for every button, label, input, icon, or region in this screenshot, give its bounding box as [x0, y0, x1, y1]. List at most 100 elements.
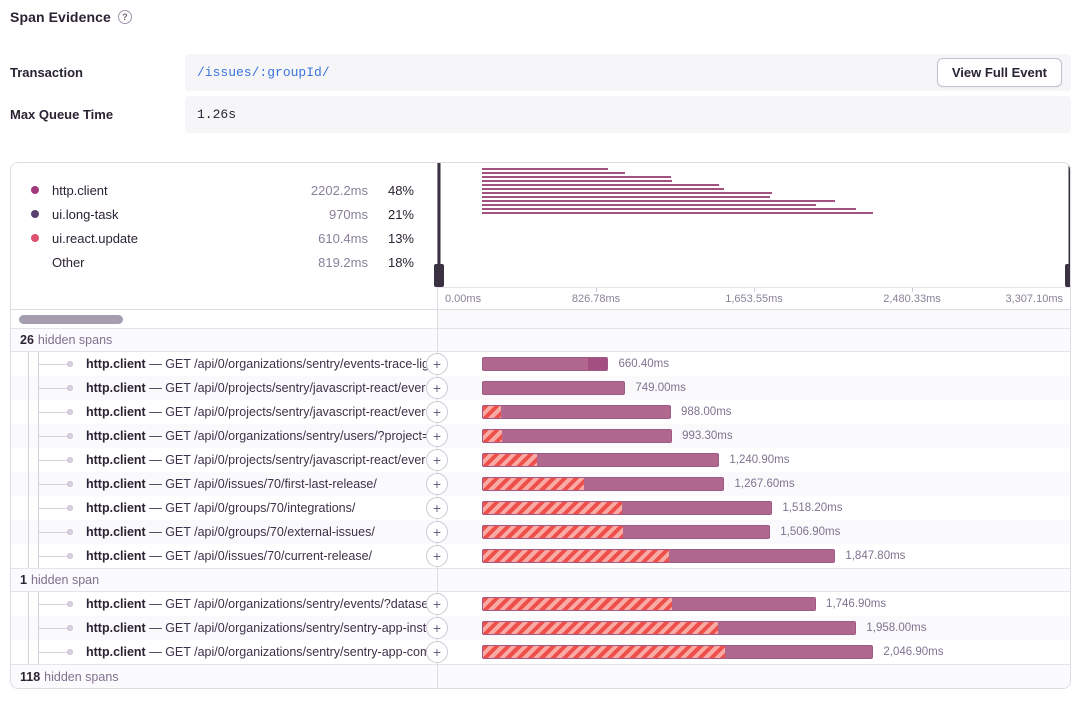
tree-dot	[67, 457, 73, 463]
span-row[interactable]: http.client — GET /api/0/organizations/s…	[11, 592, 1070, 616]
expand-span-button[interactable]: +	[426, 545, 448, 567]
expand-span-button[interactable]: +	[426, 401, 448, 423]
span-duration-bar[interactable]	[482, 453, 720, 467]
legend-color-dot	[31, 186, 39, 194]
minimap-span-bar	[482, 208, 857, 210]
expand-span-button[interactable]: +	[426, 617, 448, 639]
tree-line	[28, 424, 29, 448]
tree-connector	[38, 484, 68, 485]
expand-span-button[interactable]: +	[426, 473, 448, 495]
span-duration-bar[interactable]	[482, 525, 771, 539]
minimap-span-bar	[482, 212, 874, 214]
span-duration-label: 660.40ms	[618, 358, 669, 370]
span-row[interactable]: http.client — GET /api/0/issues/70/curre…	[11, 544, 1070, 568]
expand-span-button[interactable]: +	[426, 377, 448, 399]
span-row[interactable]: http.client — GET /api/0/organizations/s…	[11, 616, 1070, 640]
span-duration-bar[interactable]	[482, 621, 857, 635]
hidden-spans-row[interactable]: 118 hidden spans	[11, 664, 1070, 688]
span-separator: —	[149, 525, 162, 539]
span-duration-label: 993.30ms	[682, 430, 733, 442]
span-bar-hatch	[483, 598, 673, 610]
span-row[interactable]: http.client — GET /api/0/projects/sentry…	[11, 448, 1070, 472]
expand-span-button[interactable]: +	[426, 353, 448, 375]
span-row-right: 988.00ms	[438, 400, 1070, 424]
span-separator: —	[149, 453, 162, 467]
minimap-span-bar	[482, 200, 836, 202]
span-bar-hatch	[483, 406, 501, 418]
span-op: http.client	[86, 453, 146, 467]
span-duration-bar[interactable]	[482, 405, 671, 419]
span-bar-hatch	[483, 550, 670, 562]
op-breakdown-legend: http.client 2202.2ms 48% ui.long-task 97…	[11, 163, 438, 309]
span-row[interactable]: http.client — GET /api/0/projects/sentry…	[11, 376, 1070, 400]
span-duration-bar[interactable]	[482, 597, 817, 611]
span-row[interactable]: http.client — GET /api/0/projects/sentry…	[11, 400, 1070, 424]
horizontal-scrollbar[interactable]	[19, 315, 123, 324]
span-duration-bar[interactable]	[482, 381, 626, 395]
span-duration-bar[interactable]	[482, 357, 609, 371]
span-duration-label: 749.00ms	[635, 382, 686, 394]
max-queue-time-row: Max Queue Time 1.26s	[10, 96, 1071, 133]
span-op: http.client	[86, 525, 146, 539]
span-bar-hatch	[483, 430, 503, 442]
transaction-value-box: /issues/:groupId/ View Full Event	[185, 54, 1071, 91]
legend-op-name: ui.long-task	[52, 206, 119, 222]
hidden-spans-row[interactable]: 26 hidden spans	[11, 328, 1070, 352]
max-queue-time-value-box: 1.26s	[185, 96, 1071, 133]
span-description: GET /api/0/organizations/sentry/users/?p…	[165, 429, 430, 443]
tree-line	[28, 376, 29, 400]
legend-item: Other 819.2ms 18%	[31, 250, 414, 274]
drag-grip[interactable]	[433, 264, 444, 287]
span-duration-bar[interactable]	[482, 549, 836, 563]
expand-span-button[interactable]: +	[426, 641, 448, 663]
span-op: http.client	[86, 405, 146, 419]
span-description: GET /api/0/organizations/sentry/sentry-a…	[165, 621, 427, 635]
span-duration-bar[interactable]	[482, 501, 773, 515]
span-description: GET /api/0/issues/70/current-release/	[165, 549, 372, 563]
span-duration-bar[interactable]	[482, 645, 874, 659]
span-duration-label: 1,240.90ms	[729, 454, 790, 466]
tree-connector	[38, 460, 68, 461]
hidden-spans-text: hidden spans	[44, 669, 119, 684]
expand-span-button[interactable]: +	[426, 449, 448, 471]
view-full-event-button[interactable]: View Full Event	[936, 58, 1062, 87]
span-row[interactable]: http.client — GET /api/0/organizations/s…	[11, 640, 1070, 664]
axis-tick	[754, 288, 755, 292]
time-axis: 0.00ms 826.78ms 1,653.55ms 2,480.33ms 3,…	[438, 287, 1070, 309]
span-duration-bar[interactable]	[482, 429, 673, 443]
legend-op-duration: 2202.2ms	[310, 182, 368, 198]
drag-grip[interactable]	[1064, 264, 1070, 287]
span-duration-bar[interactable]	[482, 477, 725, 491]
legend-item: ui.react.update 610.4ms 13%	[31, 226, 414, 250]
tree-connector	[38, 652, 68, 653]
minimap-right-handle[interactable]	[1063, 163, 1070, 287]
tree-dot	[67, 433, 73, 439]
expand-span-button[interactable]: +	[426, 497, 448, 519]
hidden-spans-row[interactable]: 1 hidden span	[11, 568, 1070, 592]
minimap-span-bar	[482, 180, 673, 182]
transaction-link[interactable]: /issues/:groupId/	[197, 65, 330, 80]
trace-minimap[interactable]: 0.00ms 826.78ms 1,653.55ms 2,480.33ms 3,…	[433, 163, 1070, 309]
span-row[interactable]: http.client — GET /api/0/organizations/s…	[11, 352, 1070, 376]
span-row[interactable]: http.client — GET /api/0/issues/70/first…	[11, 472, 1070, 496]
span-op: http.client	[86, 645, 146, 659]
span-row-left: http.client — GET /api/0/organizations/s…	[11, 640, 438, 664]
tree-dot	[67, 481, 73, 487]
expand-span-button[interactable]: +	[426, 425, 448, 447]
expand-span-button[interactable]: +	[426, 521, 448, 543]
span-row[interactable]: http.client — GET /api/0/groups/70/exter…	[11, 520, 1070, 544]
span-duration-label: 988.00ms	[681, 406, 732, 418]
max-queue-time-value: 1.26s	[197, 107, 237, 122]
span-row[interactable]: http.client — GET /api/0/groups/70/integ…	[11, 496, 1070, 520]
span-separator: —	[149, 477, 162, 491]
span-description: GET /api/0/projects/sentry/javascript-re…	[165, 405, 426, 419]
span-row[interactable]: http.client — GET /api/0/organizations/s…	[11, 424, 1070, 448]
span-row-right: 749.00ms	[438, 376, 1070, 400]
help-icon[interactable]: ?	[117, 10, 132, 24]
axis-tick-label: 826.78ms	[571, 293, 621, 305]
minimap-left-handle[interactable]	[432, 163, 445, 287]
expand-span-button[interactable]: +	[426, 593, 448, 615]
span-bar-hatch	[483, 646, 725, 658]
span-row-left: http.client — GET /api/0/projects/sentry…	[11, 448, 438, 472]
legend-item: http.client 2202.2ms 48%	[31, 178, 414, 202]
